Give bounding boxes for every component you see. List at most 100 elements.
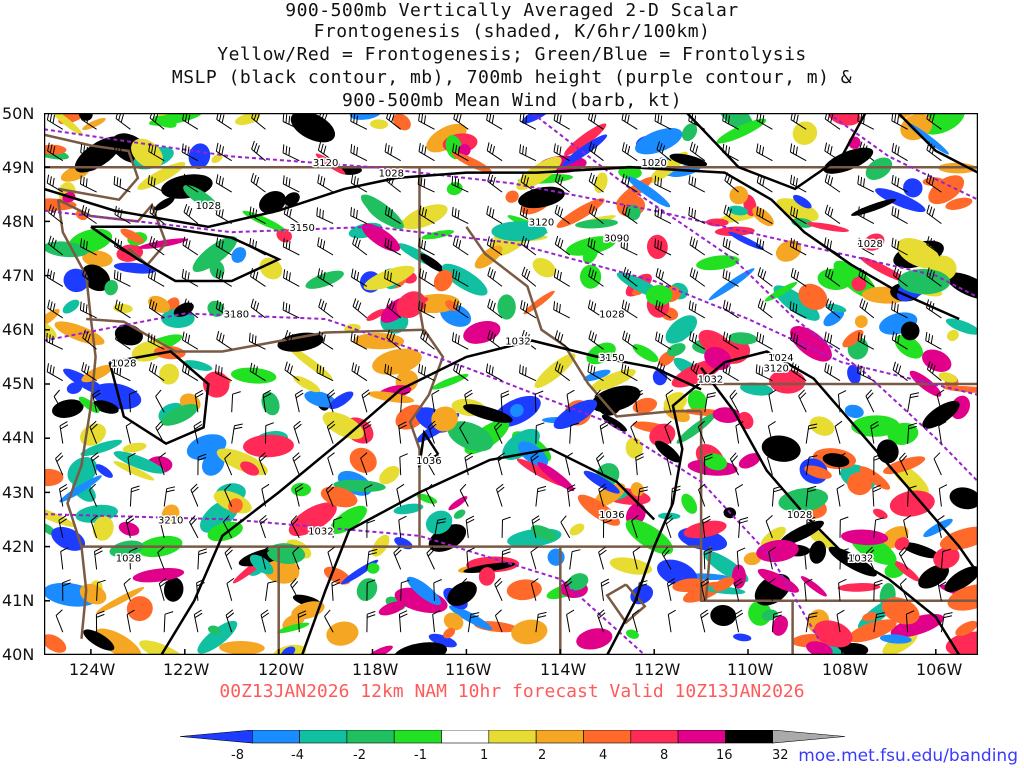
wind-barb xyxy=(771,611,783,633)
wind-barb xyxy=(125,420,134,444)
wind-barb xyxy=(734,578,743,601)
wind-barb xyxy=(596,452,605,476)
wind-barb xyxy=(350,174,368,193)
wind-barb xyxy=(92,389,101,413)
wind-barb xyxy=(722,268,739,287)
wind-barb xyxy=(418,113,435,130)
wind-barb xyxy=(487,330,503,350)
wind-barb xyxy=(327,546,336,570)
wind-barb xyxy=(317,330,334,350)
wind-barb xyxy=(222,515,233,539)
wind-barb xyxy=(325,483,335,507)
frontogenesis-cell xyxy=(793,194,812,209)
frontogenesis-cell xyxy=(95,464,113,478)
wind-barb xyxy=(46,363,64,382)
frontogenesis-cell xyxy=(323,566,351,585)
frontogenesis-cell xyxy=(626,629,639,639)
wind-barb xyxy=(926,299,942,319)
wind-barb xyxy=(216,330,232,350)
wind-barb xyxy=(149,236,165,256)
frontogenesis-cell xyxy=(809,416,835,436)
frontogenesis-cell xyxy=(933,546,960,569)
frontogenesis-cell xyxy=(893,560,920,582)
frontogenesis-cell xyxy=(859,466,891,490)
wind-barb xyxy=(824,173,841,193)
wind-barb xyxy=(350,207,368,225)
colorbar-swatch xyxy=(725,730,774,744)
frontogenesis-cell xyxy=(230,367,277,384)
wind-barb xyxy=(565,452,573,476)
frontogenesis-cell xyxy=(728,332,758,345)
wind-barb xyxy=(48,235,64,256)
wind-barb xyxy=(891,143,908,162)
wind-barb xyxy=(655,331,672,350)
frontogenesis-cell xyxy=(923,518,953,538)
wind-barb xyxy=(907,392,920,413)
wind-barb xyxy=(282,144,300,162)
frontogenesis-cell xyxy=(761,435,801,462)
wind-barb xyxy=(159,515,169,539)
frontogenesis-cell xyxy=(591,385,641,413)
frontogenesis-cell xyxy=(583,369,611,382)
frontogenesis-cell xyxy=(946,272,978,300)
wind-barb xyxy=(297,610,307,633)
wind-barb xyxy=(587,299,604,319)
wind-barb xyxy=(598,483,607,507)
wind-barb xyxy=(554,172,571,193)
wind-barb xyxy=(700,609,709,633)
wind-barb xyxy=(366,516,376,538)
border-line xyxy=(605,583,647,625)
lat-label: 47N xyxy=(2,266,35,285)
wind-barb xyxy=(197,548,208,570)
wind-barb xyxy=(467,612,480,633)
wind-barb xyxy=(588,267,604,287)
frontogenesis-cell xyxy=(506,579,542,601)
wind-barb xyxy=(352,298,368,319)
frontogenesis-cell xyxy=(231,247,247,263)
wind-barb xyxy=(148,143,165,162)
frontogenesis-cell xyxy=(894,537,910,551)
colorbar-swatch xyxy=(583,730,632,744)
wind-barb xyxy=(588,172,604,193)
wind-barb xyxy=(722,143,739,162)
wind-barb xyxy=(215,364,232,382)
wind-barb xyxy=(697,420,706,444)
wind-barb xyxy=(362,420,372,444)
wind-barb xyxy=(723,204,739,225)
forecast-valid-footer: 00Z13JAN2026 12km NAM 10hr forecast Vali… xyxy=(219,681,805,702)
frontogenesis-cell xyxy=(261,391,280,416)
wind-barb xyxy=(182,173,199,193)
wind-barb xyxy=(486,113,503,130)
wind-barb xyxy=(859,141,875,162)
wind-barb xyxy=(936,515,945,539)
wind-barb xyxy=(434,518,447,538)
frontogenesis-cell xyxy=(259,257,283,280)
wind-barb xyxy=(757,298,773,319)
mslp-label: 1032 xyxy=(308,526,333,537)
frontogenesis-cell xyxy=(949,487,978,510)
frontogenesis-cell xyxy=(326,621,359,646)
wind-barb xyxy=(418,143,435,162)
source-url[interactable]: moe.met.fsu.edu/banding xyxy=(798,746,1018,766)
frontogenesis-cell xyxy=(367,645,393,655)
wind-barb xyxy=(398,515,407,538)
title-line-3: Yellow/Red = Frontogenesis; Green/Blue =… xyxy=(217,44,807,65)
frontogenesis-cell xyxy=(183,360,213,371)
wind-barb xyxy=(113,175,131,193)
frontogenesis-cell xyxy=(681,123,698,142)
frontogenesis-cell xyxy=(667,343,686,357)
frontogenesis-cell xyxy=(939,526,978,551)
frontogenesis-cell xyxy=(847,364,861,385)
wind-barb xyxy=(249,362,266,382)
frontogenesis-cell xyxy=(113,303,133,313)
wind-barb xyxy=(352,235,368,256)
mslp-label: 1036 xyxy=(599,510,624,521)
frontogenesis-cell xyxy=(562,134,608,167)
border-line xyxy=(704,546,712,601)
frontogenesis-cell xyxy=(714,226,755,237)
frontogenesis-cell xyxy=(779,520,824,546)
frontogenesis-cell xyxy=(703,453,728,471)
wind-barb xyxy=(892,361,908,382)
frontogenesis-cell xyxy=(192,236,238,272)
lat-label: 46N xyxy=(2,320,35,339)
